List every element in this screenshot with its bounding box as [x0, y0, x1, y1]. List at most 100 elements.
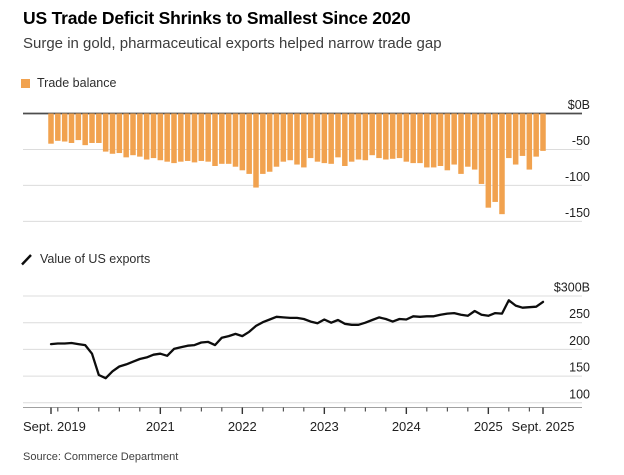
trade-balance-bar [253, 113, 259, 188]
trade-balance-bar [198, 113, 205, 161]
x-axis-label: 2022 [228, 419, 257, 434]
trade-balance-bar [82, 113, 88, 146]
trade-balance-bar [212, 113, 218, 166]
trade-balance-bar [294, 113, 300, 165]
y-axis-label: 200 [569, 334, 590, 348]
trade-balance-bar [506, 113, 512, 159]
trade-balance-bar [478, 113, 485, 184]
trade-balance-bar [102, 113, 109, 152]
x-axis-label: 2021 [146, 419, 175, 434]
trade-balance-bar [430, 113, 437, 168]
trade-balance-bar [75, 113, 82, 141]
trade-balance-bar [403, 113, 410, 162]
trade-balance-bar [130, 113, 136, 156]
trade-balance-bar [273, 113, 280, 167]
trade-balance-bar [68, 113, 75, 143]
trade-balance-bar [369, 113, 375, 156]
exports-line [49, 299, 545, 380]
trade-balance-bar [465, 113, 471, 167]
trade-balance-bar [123, 113, 129, 158]
trade-balance-bar [458, 113, 464, 174]
trade-balance-bar [540, 113, 546, 151]
exports-chart: $300B 250 200 150 100 Sept. 2019 2021 2022 2023 2… [23, 281, 590, 434]
trade-balance-bar [451, 113, 457, 165]
trade-balance-bar [157, 113, 164, 161]
y-axis-label: 100 [569, 387, 590, 401]
trade-balance-bar [362, 113, 369, 161]
trade-balance-bar [109, 113, 116, 154]
trade-balance-bar [96, 113, 102, 143]
x-axis-label: 2023 [310, 419, 339, 434]
legend-trade-balance-label: Trade balance [37, 76, 117, 90]
trade-balance-bar [116, 113, 123, 154]
y-axis-label: -100 [565, 170, 590, 184]
y-axis-label: 250 [569, 307, 590, 321]
trade-balance-bar [410, 113, 416, 164]
trade-balance-bar [335, 113, 341, 158]
y-axis-label: $0B [568, 98, 590, 112]
trade-balance-bar [492, 113, 498, 202]
trade-balance-bar [137, 113, 143, 157]
trade-balance-bar [225, 113, 232, 164]
chart-subtitle: Surge in gold, pharmaceutical exports he… [23, 35, 442, 52]
source-note: Source: Commerce Department [23, 451, 179, 463]
trade-balance-bar [232, 113, 239, 167]
trade-balance-bar [239, 113, 246, 171]
x-axis-label: 2025 [474, 419, 503, 434]
trade-balance-bar [280, 113, 287, 162]
trade-balance-bar [89, 113, 95, 143]
x-axis-label: 2024 [392, 419, 421, 434]
trade-balance-bar [417, 113, 423, 164]
trade-balance-bar [512, 113, 519, 165]
y-axis-label: -150 [565, 206, 590, 220]
trade-balance-chart: $0B -50 -100 -150 [23, 98, 590, 222]
trade-balance-bar [178, 113, 184, 162]
trade-balance-bar [471, 113, 478, 170]
trade-balance-bar [519, 113, 526, 156]
trade-balance-bar [383, 113, 389, 160]
x-axis-label: Sept. 2019 [23, 419, 86, 434]
trade-balance-bar [205, 113, 211, 162]
trade-balance-bar [533, 113, 539, 157]
trade-balance-bar [499, 113, 505, 215]
trade-balance-bar [260, 113, 266, 174]
trade-balance-bar [342, 113, 348, 166]
trade-balance-bar [396, 113, 403, 159]
trade-balance-bar [348, 113, 355, 162]
trade-balance-bar [355, 113, 362, 160]
trade-balance-bar [307, 113, 314, 159]
trade-balance-bar [328, 113, 334, 164]
trade-balance-bar [150, 113, 157, 159]
trade-balance-bar [437, 113, 444, 166]
legend-exports-label: Value of US exports [40, 252, 151, 266]
trade-balance-bar [526, 113, 533, 170]
trade-balance-bar [424, 113, 430, 168]
trade-balance-bar [389, 113, 396, 159]
trade-balance-bar [184, 113, 191, 161]
legend-exports: Value of US exports [21, 252, 150, 266]
trade-balance-bar [314, 113, 321, 162]
trade-balance-bar [219, 113, 225, 164]
trade-balance-bar [376, 113, 382, 159]
trade-balance-bar [287, 113, 293, 161]
y-axis-label: -50 [572, 134, 590, 148]
trade-balance-bar [246, 113, 252, 174]
trade-balance-bar [48, 113, 54, 144]
trade-balance-bar [143, 113, 150, 160]
trade-balance-bar [171, 113, 177, 164]
trade-balance-bar [164, 113, 170, 162]
trade-balance-bar [61, 113, 68, 142]
y-axis-label: 150 [569, 361, 590, 375]
trade-balance-swatch-icon [21, 78, 30, 88]
trade-balance-bar [301, 113, 307, 168]
exports-line-swatch-icon [21, 253, 32, 265]
trade-balance-bar [266, 113, 273, 172]
chart-title: US Trade Deficit Shrinks to Smallest Sin… [23, 8, 411, 28]
trade-balance-bar [55, 113, 61, 141]
trade-balance-bar [485, 113, 492, 208]
trade-balance-bar [444, 113, 451, 171]
x-axis-label: Sept. 2025 [512, 419, 575, 434]
y-axis-label: $300B [554, 281, 590, 295]
trade-balance-bar [321, 113, 328, 164]
trade-balance-bar [191, 113, 198, 163]
